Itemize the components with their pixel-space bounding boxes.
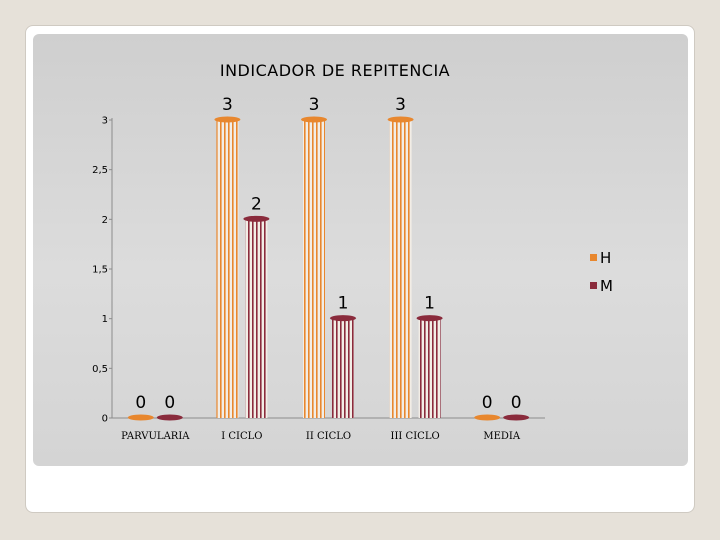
bar-cap-m	[330, 315, 356, 322]
bar-cap-h	[387, 116, 414, 123]
bar-m	[245, 219, 268, 418]
legend-label-m: M	[600, 277, 613, 295]
legend-swatch-m	[590, 282, 597, 289]
x-tick-label: II CICLO	[306, 431, 351, 442]
bar-cap-h	[301, 116, 327, 123]
data-label: 3	[395, 95, 406, 115]
y-tick-label: 1,5	[92, 265, 108, 276]
bar-cap-h	[214, 116, 241, 123]
y-tick-label: 0	[102, 414, 108, 425]
x-tick-label: III CICLO	[391, 431, 440, 442]
bar-h	[303, 120, 325, 418]
data-label: 3	[222, 95, 233, 115]
y-tick-label: 3	[102, 116, 108, 127]
data-label: 0	[135, 393, 146, 413]
x-tick-label: I CICLO	[221, 431, 262, 442]
y-tick-label: 2,5	[92, 165, 108, 176]
bar-h	[216, 120, 239, 418]
data-label: 0	[511, 393, 522, 413]
legend-swatch-h	[590, 254, 597, 261]
x-tick-label: PARVULARIA	[121, 431, 190, 442]
bar-cap-m	[156, 414, 183, 421]
chart-title: INDICADOR DE REPITENCIA	[220, 61, 450, 80]
y-tick-label: 2	[102, 215, 108, 226]
data-label: 2	[251, 194, 262, 214]
data-label: 1	[338, 294, 349, 314]
bar-cap-h	[127, 414, 154, 421]
data-label: 1	[424, 294, 435, 314]
bar-h	[389, 120, 412, 418]
x-tick-label: MEDIA	[483, 431, 521, 442]
data-label: 3	[309, 95, 320, 115]
bar-cap-m	[503, 414, 530, 421]
bar-cap-m	[243, 215, 270, 222]
y-tick-label: 1	[102, 314, 108, 325]
data-label: 0	[482, 393, 493, 413]
bar-cap-m	[416, 315, 443, 322]
bar-m	[418, 318, 441, 418]
y-tick-label: 0,5	[92, 364, 108, 375]
chart-panel	[33, 34, 688, 466]
bar-cap-h	[474, 414, 501, 421]
bar-m	[332, 318, 354, 418]
data-label: 0	[164, 393, 175, 413]
legend-label-h: H	[600, 249, 611, 267]
